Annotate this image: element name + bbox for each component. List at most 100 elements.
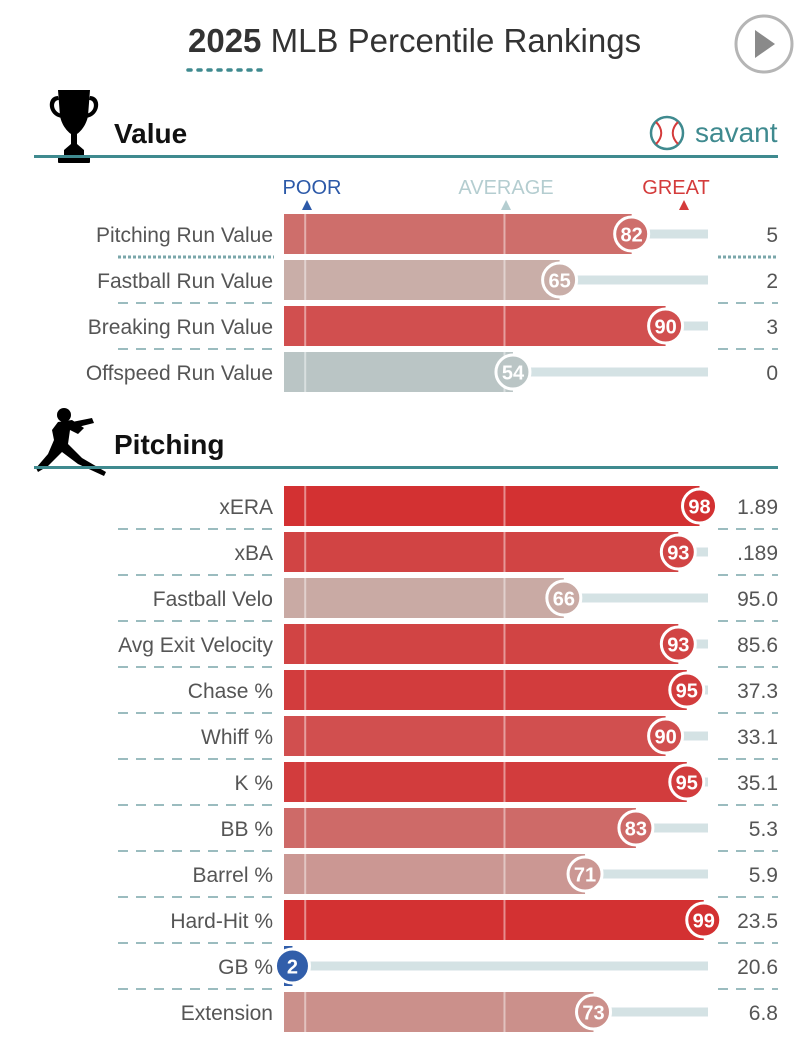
percentile-bubble — [273, 947, 311, 985]
play-button[interactable] — [734, 14, 794, 74]
metric-row[interactable]: xERA 98 1.89 — [219, 486, 778, 526]
percentile-label: 66 — [553, 589, 575, 611]
row-value: .189 — [737, 542, 778, 565]
row-label: Fastball Velo — [153, 588, 273, 611]
pitching-rows: xERA 98 1.89 xBA 93 .189 Fastball Velo 66 95.0 Av… — [118, 486, 778, 1032]
scale-great-label: GREAT — [642, 177, 709, 199]
percentile-bar — [284, 670, 687, 710]
row-value: 1.89 — [737, 496, 778, 519]
section-title-pitching: Pitching — [114, 429, 224, 460]
metric-row[interactable]: Extension 73 6.8 — [118, 988, 778, 1032]
pitching-section-header: Pitching — [34, 408, 778, 476]
row-value: 20.6 — [737, 956, 778, 979]
value-section-header: Value savant — [34, 90, 778, 163]
percentile-label: 99 — [693, 911, 715, 933]
metric-row[interactable]: Whiff % 90 33.1 — [118, 712, 778, 756]
metric-row[interactable]: Pitching Run Value 82 5 — [96, 214, 778, 254]
row-label: K % — [234, 772, 273, 795]
trophy-icon — [49, 90, 99, 163]
metric-row[interactable]: Offspeed Run Value 54 0 — [86, 348, 778, 392]
row-value: 35.1 — [737, 772, 778, 795]
percentile-label: 95 — [676, 681, 698, 703]
percentile-label: 54 — [502, 363, 525, 385]
value-rows: Pitching Run Value 82 5 Fastball Run Value 6… — [86, 214, 778, 392]
percentile-bar — [284, 578, 564, 618]
row-value: 3 — [766, 316, 778, 339]
row-value: 33.1 — [737, 726, 778, 749]
percentile-label: 90 — [654, 727, 676, 749]
section-rule-value — [34, 155, 778, 158]
metric-row[interactable]: Fastball Run Value 65 2 — [97, 255, 778, 300]
percentile-bubble — [575, 993, 613, 1031]
metric-row[interactable]: Hard-Hit % 99 23.5 — [118, 896, 778, 940]
play-icon — [755, 30, 775, 58]
row-value: 95.0 — [737, 588, 778, 611]
row-value: 37.3 — [737, 680, 778, 703]
section-title-value: Value — [114, 118, 187, 149]
row-value: 23.5 — [737, 910, 778, 933]
scale-poor-label: POOR — [283, 177, 342, 199]
percentile-bar — [284, 352, 513, 392]
percentile-bar — [284, 306, 666, 346]
page-title: 2025 MLB Percentile Rankings — [188, 22, 641, 59]
row-label: GB % — [218, 956, 273, 979]
percentile-bubble — [494, 353, 532, 391]
scale-poor-marker — [302, 200, 312, 210]
row-value: 5.3 — [749, 818, 778, 841]
percentile-bubble — [659, 625, 697, 663]
percentile-label: 93 — [667, 635, 689, 657]
percentile-bubble — [668, 763, 706, 801]
scale-average-marker — [501, 200, 511, 210]
savant-logo: savant — [649, 115, 778, 151]
row-label: Whiff % — [201, 726, 273, 749]
metric-row[interactable]: BB % 83 5.3 — [118, 804, 778, 848]
percentile-label: 98 — [688, 497, 710, 519]
percentile-label: 2 — [287, 957, 298, 979]
row-label: Avg Exit Velocity — [118, 634, 273, 657]
title-year: 2025 — [188, 22, 261, 59]
percentile-label: 65 — [548, 271, 570, 293]
metric-row[interactable]: GB % 2 20.6 — [118, 942, 778, 986]
percentile-label: 83 — [625, 819, 647, 841]
percentile-bar — [284, 532, 679, 572]
row-value: 85.6 — [737, 634, 778, 657]
percentile-bar — [284, 762, 687, 802]
section-rule-pitching — [34, 466, 778, 469]
row-label: Fastball Run Value — [97, 270, 273, 293]
percentile-bubble — [545, 579, 583, 617]
percentile-bubble — [685, 901, 723, 939]
percentile-bar — [284, 486, 700, 526]
percentile-bar — [284, 624, 679, 664]
metric-row[interactable]: Avg Exit Velocity 93 85.6 — [118, 620, 778, 664]
metric-row[interactable]: Fastball Velo 66 95.0 — [118, 574, 778, 618]
percentile-bar — [284, 992, 594, 1032]
metric-row[interactable]: xBA 93 .189 — [118, 528, 778, 572]
row-value: 6.8 — [749, 1002, 778, 1025]
percentile-label: 90 — [654, 317, 676, 339]
percentile-track — [284, 961, 708, 971]
metric-row[interactable]: K % 95 35.1 — [118, 758, 778, 802]
row-value: 0 — [766, 362, 778, 385]
percentile-bar — [284, 214, 632, 254]
metric-row[interactable]: Chase % 95 37.3 — [118, 666, 778, 710]
percentile-bubble — [668, 671, 706, 709]
row-label: Pitching Run Value — [96, 224, 273, 247]
row-label: Breaking Run Value — [88, 316, 273, 339]
percentile-bar — [284, 808, 636, 848]
percentile-bubble — [566, 855, 604, 893]
row-value: 2 — [766, 270, 778, 293]
scale-average-label: AVERAGE — [458, 177, 553, 199]
row-label: Chase % — [188, 680, 273, 703]
percentile-bubble — [541, 261, 579, 299]
row-label: Extension — [181, 1002, 273, 1025]
percentile-bubble — [613, 215, 651, 253]
percentile-bar — [284, 854, 586, 894]
savant-wordmark: savant — [695, 117, 778, 148]
percentile-bubble — [659, 533, 697, 571]
percentile-label: 93 — [667, 543, 689, 565]
percentile-bar — [284, 716, 666, 756]
metric-row[interactable]: Barrel % 71 5.9 — [118, 850, 778, 894]
metric-row[interactable]: Breaking Run Value 90 3 — [88, 302, 778, 346]
percentile-bar — [284, 900, 704, 940]
